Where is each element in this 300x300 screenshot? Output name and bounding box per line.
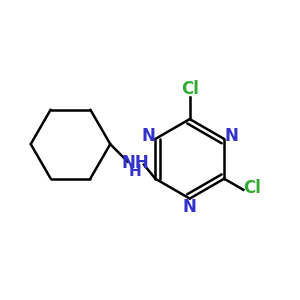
- Text: H: H: [129, 164, 141, 179]
- Text: N: N: [141, 127, 155, 145]
- Text: N: N: [183, 198, 197, 216]
- Text: Cl: Cl: [181, 80, 199, 98]
- Text: NH: NH: [121, 154, 149, 172]
- Text: N: N: [225, 127, 238, 145]
- Text: Cl: Cl: [243, 179, 261, 197]
